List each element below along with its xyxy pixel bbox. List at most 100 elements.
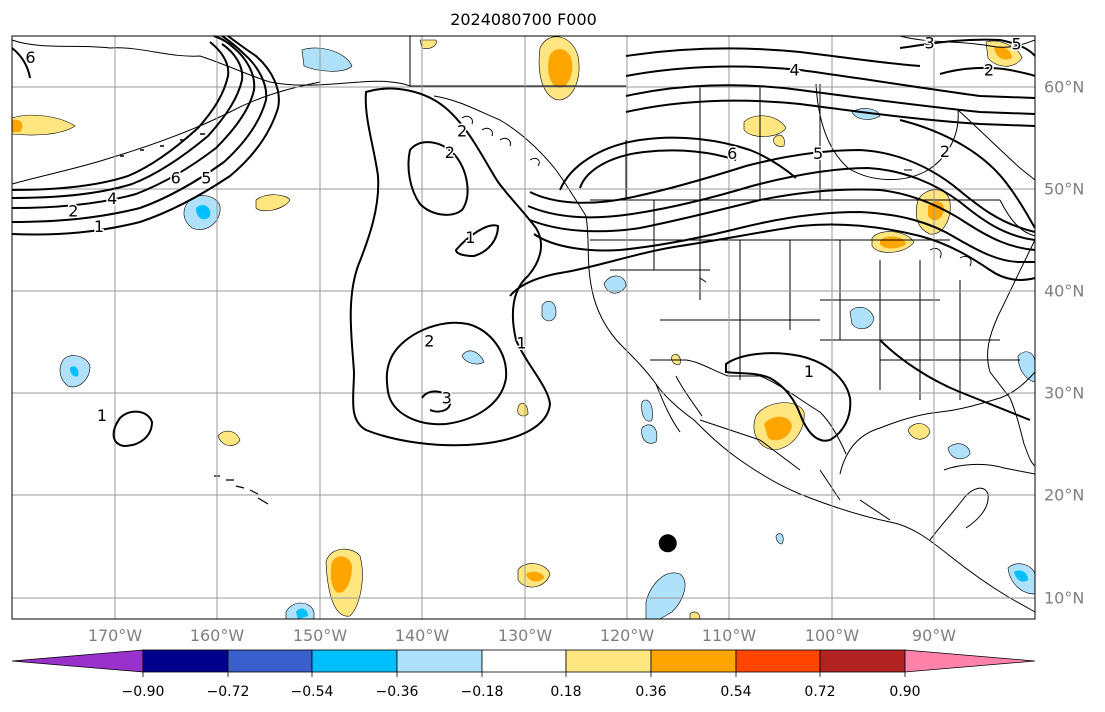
contour-alaska-4 <box>11 35 256 209</box>
neg-patch-central-america-core <box>1014 570 1028 582</box>
lon-label-100W: 100°W <box>804 626 860 645</box>
colorbar-box-4 <box>396 649 483 673</box>
contour-north-5 <box>625 84 1036 115</box>
lat-label-20N: 20°N <box>1044 485 1085 505</box>
contour-label: 6 <box>727 144 737 163</box>
colorbar-label: 0.36 <box>635 684 667 700</box>
neg-patch-central-plains <box>849 306 875 330</box>
contour-pacific-2-outer <box>349 87 552 447</box>
contour-north-6 <box>625 99 1036 127</box>
contour-jet-arc-2 <box>579 149 737 189</box>
colorbar-box-2 <box>227 649 313 673</box>
lon-label-90W: 90°W <box>911 626 957 645</box>
colorbar-box-5 <box>481 649 567 673</box>
neg-patch-gulf-small <box>775 533 784 545</box>
contour-label: 4 <box>790 60 800 79</box>
contour-label: 1 <box>465 228 475 247</box>
baja-peninsula <box>655 375 703 433</box>
contour-pacific-2-inner <box>407 141 469 216</box>
east-coast <box>987 239 1036 399</box>
contour-alaska-5 <box>11 43 244 199</box>
gridlines <box>12 36 1035 619</box>
lon-label-170W: 170°W <box>87 626 143 645</box>
colorbar-extend-right <box>904 649 1036 673</box>
colorbar-label: −0.36 <box>375 684 419 700</box>
contour-label: 2 <box>68 201 78 220</box>
bc-islands <box>461 115 540 167</box>
contour-pacific-3 <box>421 390 452 413</box>
colorbar-box-6 <box>565 649 652 673</box>
lakes <box>699 169 972 283</box>
us-west-coast <box>585 215 1036 613</box>
pos-patch-gulf-alaska <box>255 194 291 212</box>
pos-patch-alaska-west <box>11 114 76 136</box>
florida <box>1009 397 1036 467</box>
canada-provinces <box>625 84 821 200</box>
neg-patch-caribbean <box>947 443 971 460</box>
pos-patch-hudson-small <box>773 134 785 147</box>
colorbar-box-9 <box>819 649 906 673</box>
gulf-coast <box>839 371 1036 475</box>
contour-jet-2 <box>533 210 1035 263</box>
contour-jet-4 <box>529 188 1036 251</box>
pos-patch-south-pacific-1-core <box>330 556 352 593</box>
neg-patch-pacific-west-core <box>70 366 79 377</box>
colorbar-label: 0.18 <box>550 684 582 700</box>
contour-north-4 <box>625 65 1036 99</box>
contour-label: 6 <box>171 169 181 188</box>
colorbar-label: −0.72 <box>206 684 250 700</box>
contour-jet-1 <box>509 223 1036 297</box>
contour-alaska-6 <box>11 41 230 191</box>
canada-coast <box>409 36 626 217</box>
colorbar-label: −0.18 <box>460 684 504 700</box>
contour-label: 6 <box>25 48 35 67</box>
colorbar-label: −0.54 <box>290 684 334 700</box>
yucatan <box>929 487 989 541</box>
contour-label: 1 <box>97 406 107 425</box>
colorbar-label: −0.90 <box>121 684 165 700</box>
contour-label: 2 <box>424 331 434 350</box>
contour-jet-6 <box>529 148 1036 233</box>
shaded-anomaly-patches <box>11 36 1036 620</box>
lat-label-30N: 30°N <box>1044 383 1085 403</box>
marker-layer <box>658 534 677 553</box>
contour-alaska-top-6 <box>11 47 31 79</box>
contour-label: 4 <box>107 189 117 208</box>
hudson-bay <box>815 83 959 180</box>
contour-label: 2 <box>940 142 950 161</box>
contour-alaska-1 <box>11 35 280 236</box>
aleutian-dots <box>120 133 205 157</box>
neg-patch-aleutian-core <box>196 205 211 220</box>
contour-label: 5 <box>201 169 211 188</box>
plot-title: 2024080700 F000 <box>450 10 597 29</box>
contour-north-3 <box>625 47 921 67</box>
colorbar-label: 0.54 <box>720 684 752 700</box>
marker-dot <box>658 534 677 553</box>
pos-patch-alaska-west-core <box>12 119 23 132</box>
pos-patch-quebec-core <box>928 201 944 221</box>
contour-pacific-1-inner <box>454 224 500 258</box>
neg-patch-offshore-ca <box>541 300 557 322</box>
contour-jet-5 <box>527 166 1036 241</box>
lon-label-140W: 140°W <box>394 626 450 645</box>
pos-patch-tx-small <box>671 354 681 365</box>
neg-patch-south-mexico <box>645 572 686 620</box>
lat-label-50N: 50°N <box>1044 179 1085 199</box>
colorbar-box-7 <box>650 649 737 673</box>
lon-label-110W: 110°W <box>701 626 757 645</box>
pos-patch-mexico-core <box>764 416 792 441</box>
contour-alaska-2 <box>11 35 268 223</box>
contour-label: 3 <box>442 389 452 408</box>
contour-pacific-1-west <box>112 410 154 448</box>
neg-patch-baja <box>641 399 653 422</box>
contour-mexico-ring <box>879 339 1031 421</box>
contour-label: 2 <box>984 60 994 79</box>
ocean-background <box>12 36 1035 619</box>
greenland-coast <box>899 35 1036 48</box>
pos-patch-gulf <box>907 423 931 440</box>
pos-patch-hawaii <box>217 430 241 446</box>
contour-label: 3 <box>925 34 935 53</box>
colorbar-label: 0.72 <box>804 684 836 700</box>
contour-lines <box>11 35 1036 448</box>
